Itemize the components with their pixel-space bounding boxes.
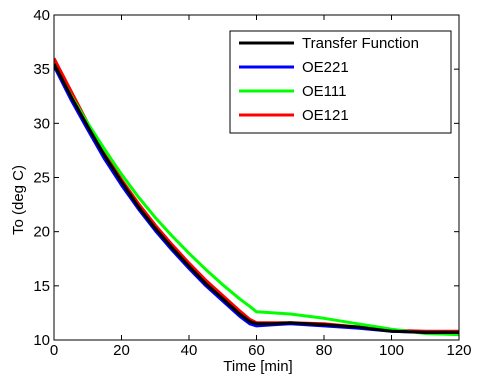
series-line-transfer-function — [54, 63, 459, 334]
legend-label: OE111 — [302, 83, 346, 100]
y-tick-label: 35 — [33, 61, 50, 78]
x-tick-label: 120 — [446, 342, 471, 359]
x-tick-label: 60 — [248, 342, 265, 359]
y-axis-label: To (deg C) — [10, 165, 27, 235]
y-tick-label: 20 — [33, 224, 50, 241]
x-tick-label: 0 — [50, 342, 58, 359]
legend-label: OE221 — [302, 59, 349, 76]
y-tick-label: 30 — [33, 115, 50, 132]
y-tick-label: 40 — [33, 7, 50, 24]
axes: 0 20 40 60 80 100 120 10 15 20 25 30 35 40 — [33, 7, 471, 359]
x-tick-label: 40 — [181, 342, 198, 359]
y-tick-label: 15 — [33, 278, 50, 295]
x-tick-label: 20 — [113, 342, 130, 359]
legend-label: OE121 — [302, 107, 349, 124]
series-lines — [54, 57, 459, 337]
x-tick-label: 100 — [379, 342, 404, 359]
y-tick-label: 25 — [33, 170, 50, 187]
legend-label: Transfer Function — [302, 35, 419, 52]
x-tick-label: 80 — [316, 342, 333, 359]
series-line-oe111 — [54, 65, 459, 337]
y-tick-label: 10 — [33, 332, 50, 349]
x-axis-label: Time [min] — [223, 358, 292, 375]
legend: Transfer Function OE221 OE111 OE121 — [229, 30, 452, 134]
